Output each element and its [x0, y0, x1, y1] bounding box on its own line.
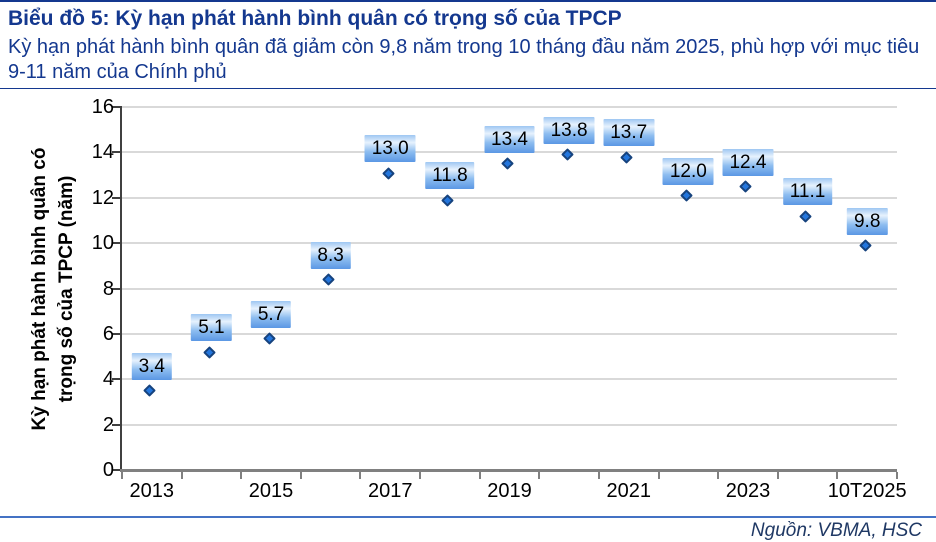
x-tick — [240, 472, 243, 479]
x-tick-label: 10T2025 — [827, 480, 907, 502]
x-tick — [121, 472, 123, 479]
x-tick — [836, 472, 839, 479]
data-point-label: 8.3 — [310, 241, 351, 269]
y-tick-label: 10 — [91, 232, 114, 255]
data-point-label: 9.8 — [846, 207, 888, 235]
data-point-label: 5.7 — [250, 300, 292, 328]
y-tick-label: 0 — [102, 459, 114, 481]
x-tick — [478, 472, 481, 479]
data-point-label: 11.1 — [782, 178, 833, 206]
x-tick-label: 2015 — [248, 480, 294, 502]
data-point-label: 13.8 — [543, 116, 595, 144]
y-gridline — [122, 106, 897, 108]
x-axis-line — [120, 469, 897, 472]
y-tick-label: 8 — [102, 277, 114, 300]
data-point-marker — [739, 180, 753, 194]
y-tick-label: 14 — [91, 141, 114, 164]
y-gridline — [122, 332, 897, 335]
y-gridline — [122, 242, 897, 245]
y-tick-label: 12 — [91, 186, 114, 209]
y-tick — [112, 151, 120, 154]
y-tick-label: 16 — [91, 96, 114, 118]
y-tick — [112, 378, 120, 381]
x-tick — [597, 472, 600, 479]
y-gridline — [122, 196, 897, 199]
data-point-label: 13.4 — [484, 125, 535, 153]
data-point-marker — [143, 384, 157, 398]
y-gridline — [122, 423, 897, 426]
x-tick-label: 2023 — [725, 480, 771, 502]
x-tick-label: 2017 — [368, 480, 413, 502]
top-border — [0, 0, 936, 2]
x-tick-label: 2021 — [606, 480, 651, 502]
y-tick-label: 2 — [102, 413, 114, 436]
title-divider — [0, 88, 936, 89]
y-tick — [112, 287, 120, 290]
y-tick — [112, 332, 120, 335]
y-gridline — [122, 287, 897, 290]
y-gridline — [122, 378, 897, 381]
x-tick — [776, 472, 779, 479]
data-point-label: 13.0 — [364, 135, 416, 163]
data-point-marker — [203, 345, 216, 359]
data-point-marker — [501, 157, 514, 171]
y-axis-line — [120, 106, 122, 472]
source-text: Nguồn: VBMA, HSC — [750, 520, 922, 541]
data-point-marker — [799, 209, 812, 223]
y-tick — [112, 196, 120, 199]
x-tick — [419, 472, 422, 479]
source-divider — [0, 516, 936, 518]
data-point-label: 3.4 — [131, 352, 173, 380]
y-tick-label: 4 — [102, 368, 114, 391]
data-point-label: 12.0 — [662, 157, 714, 185]
x-tick — [657, 472, 660, 479]
x-tick — [717, 472, 720, 479]
figure-subtitle: Kỳ hạn phát hành bình quân đã giảm còn 9… — [8, 36, 920, 83]
data-point-marker — [381, 166, 395, 180]
data-point-marker — [679, 189, 693, 203]
y-tick — [112, 106, 120, 108]
x-tick — [896, 472, 898, 479]
x-tick — [299, 472, 302, 479]
data-point-label: 13.7 — [603, 119, 655, 147]
y-tick — [112, 469, 120, 471]
y-tick — [112, 242, 120, 245]
y-tick — [112, 423, 120, 426]
x-tick — [180, 472, 183, 479]
x-tick-label: 2019 — [487, 480, 532, 502]
x-tick-label: 2013 — [129, 480, 175, 502]
data-point-label: 5.1 — [191, 314, 232, 342]
data-point-marker — [322, 273, 336, 287]
figure-title: Biểu đồ 5: Kỳ hạn phát hành bình quân có… — [8, 7, 622, 30]
data-point-label: 11.8 — [425, 162, 475, 190]
x-tick — [359, 472, 362, 479]
x-tick — [538, 472, 541, 479]
y-tick-label: 6 — [102, 322, 114, 345]
data-point-label: 12.4 — [722, 148, 774, 176]
